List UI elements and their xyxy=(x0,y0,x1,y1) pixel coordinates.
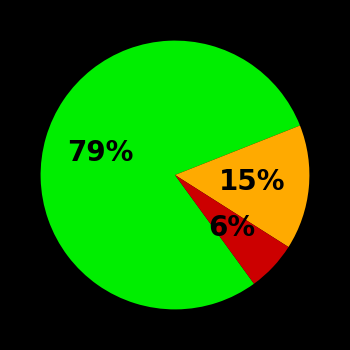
Wedge shape xyxy=(175,175,288,284)
Text: 6%: 6% xyxy=(208,214,256,242)
Text: 15%: 15% xyxy=(219,168,286,196)
Wedge shape xyxy=(41,41,300,309)
Wedge shape xyxy=(175,126,309,247)
Text: 79%: 79% xyxy=(67,139,133,167)
